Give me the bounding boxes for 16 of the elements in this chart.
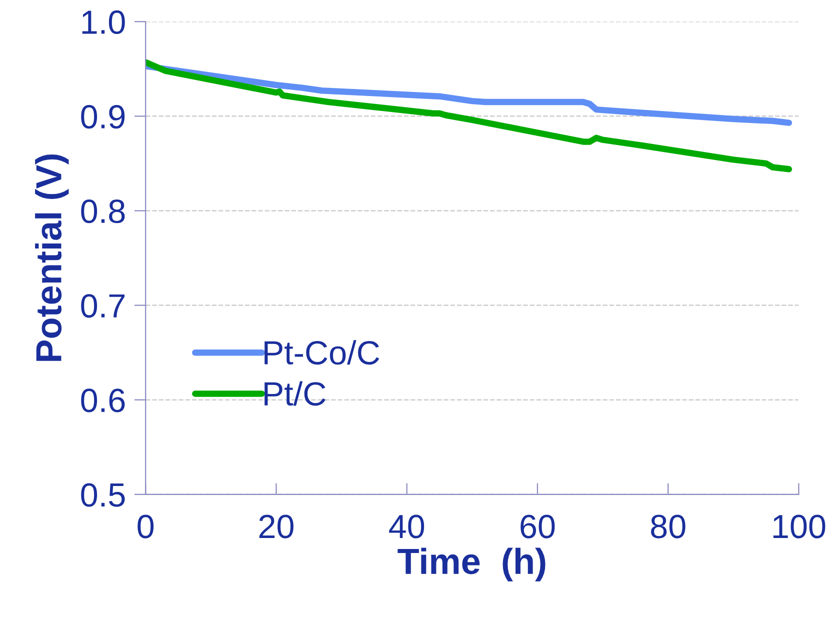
x-tick-label: 0 (138, 514, 154, 538)
x-tick-label: 40 (389, 514, 424, 538)
x-tick-label: 20 (259, 514, 294, 538)
y-tick-label: 0.7 (81, 294, 124, 318)
y-tick-label: 0.5 (81, 483, 125, 507)
y-tick-label: 1.0 (82, 10, 125, 34)
y-axis-title: Potential (V) (35, 154, 69, 361)
legend-label: Pt/C (264, 381, 326, 406)
y-tick-label: 0.8 (81, 200, 125, 224)
x-tick-label: 80 (651, 514, 686, 538)
legend-label: Pt-Co/C (264, 340, 380, 365)
x-tick-label: 60 (520, 514, 555, 538)
x-tick-label: 100 (773, 514, 826, 538)
x-axis-title: Time (h) (398, 548, 546, 582)
y-tick-label: 0.9 (81, 104, 125, 129)
y-tick-label: 0.6 (81, 388, 125, 412)
